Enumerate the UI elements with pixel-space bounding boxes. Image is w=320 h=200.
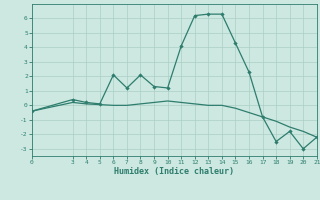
X-axis label: Humidex (Indice chaleur): Humidex (Indice chaleur) <box>115 167 234 176</box>
